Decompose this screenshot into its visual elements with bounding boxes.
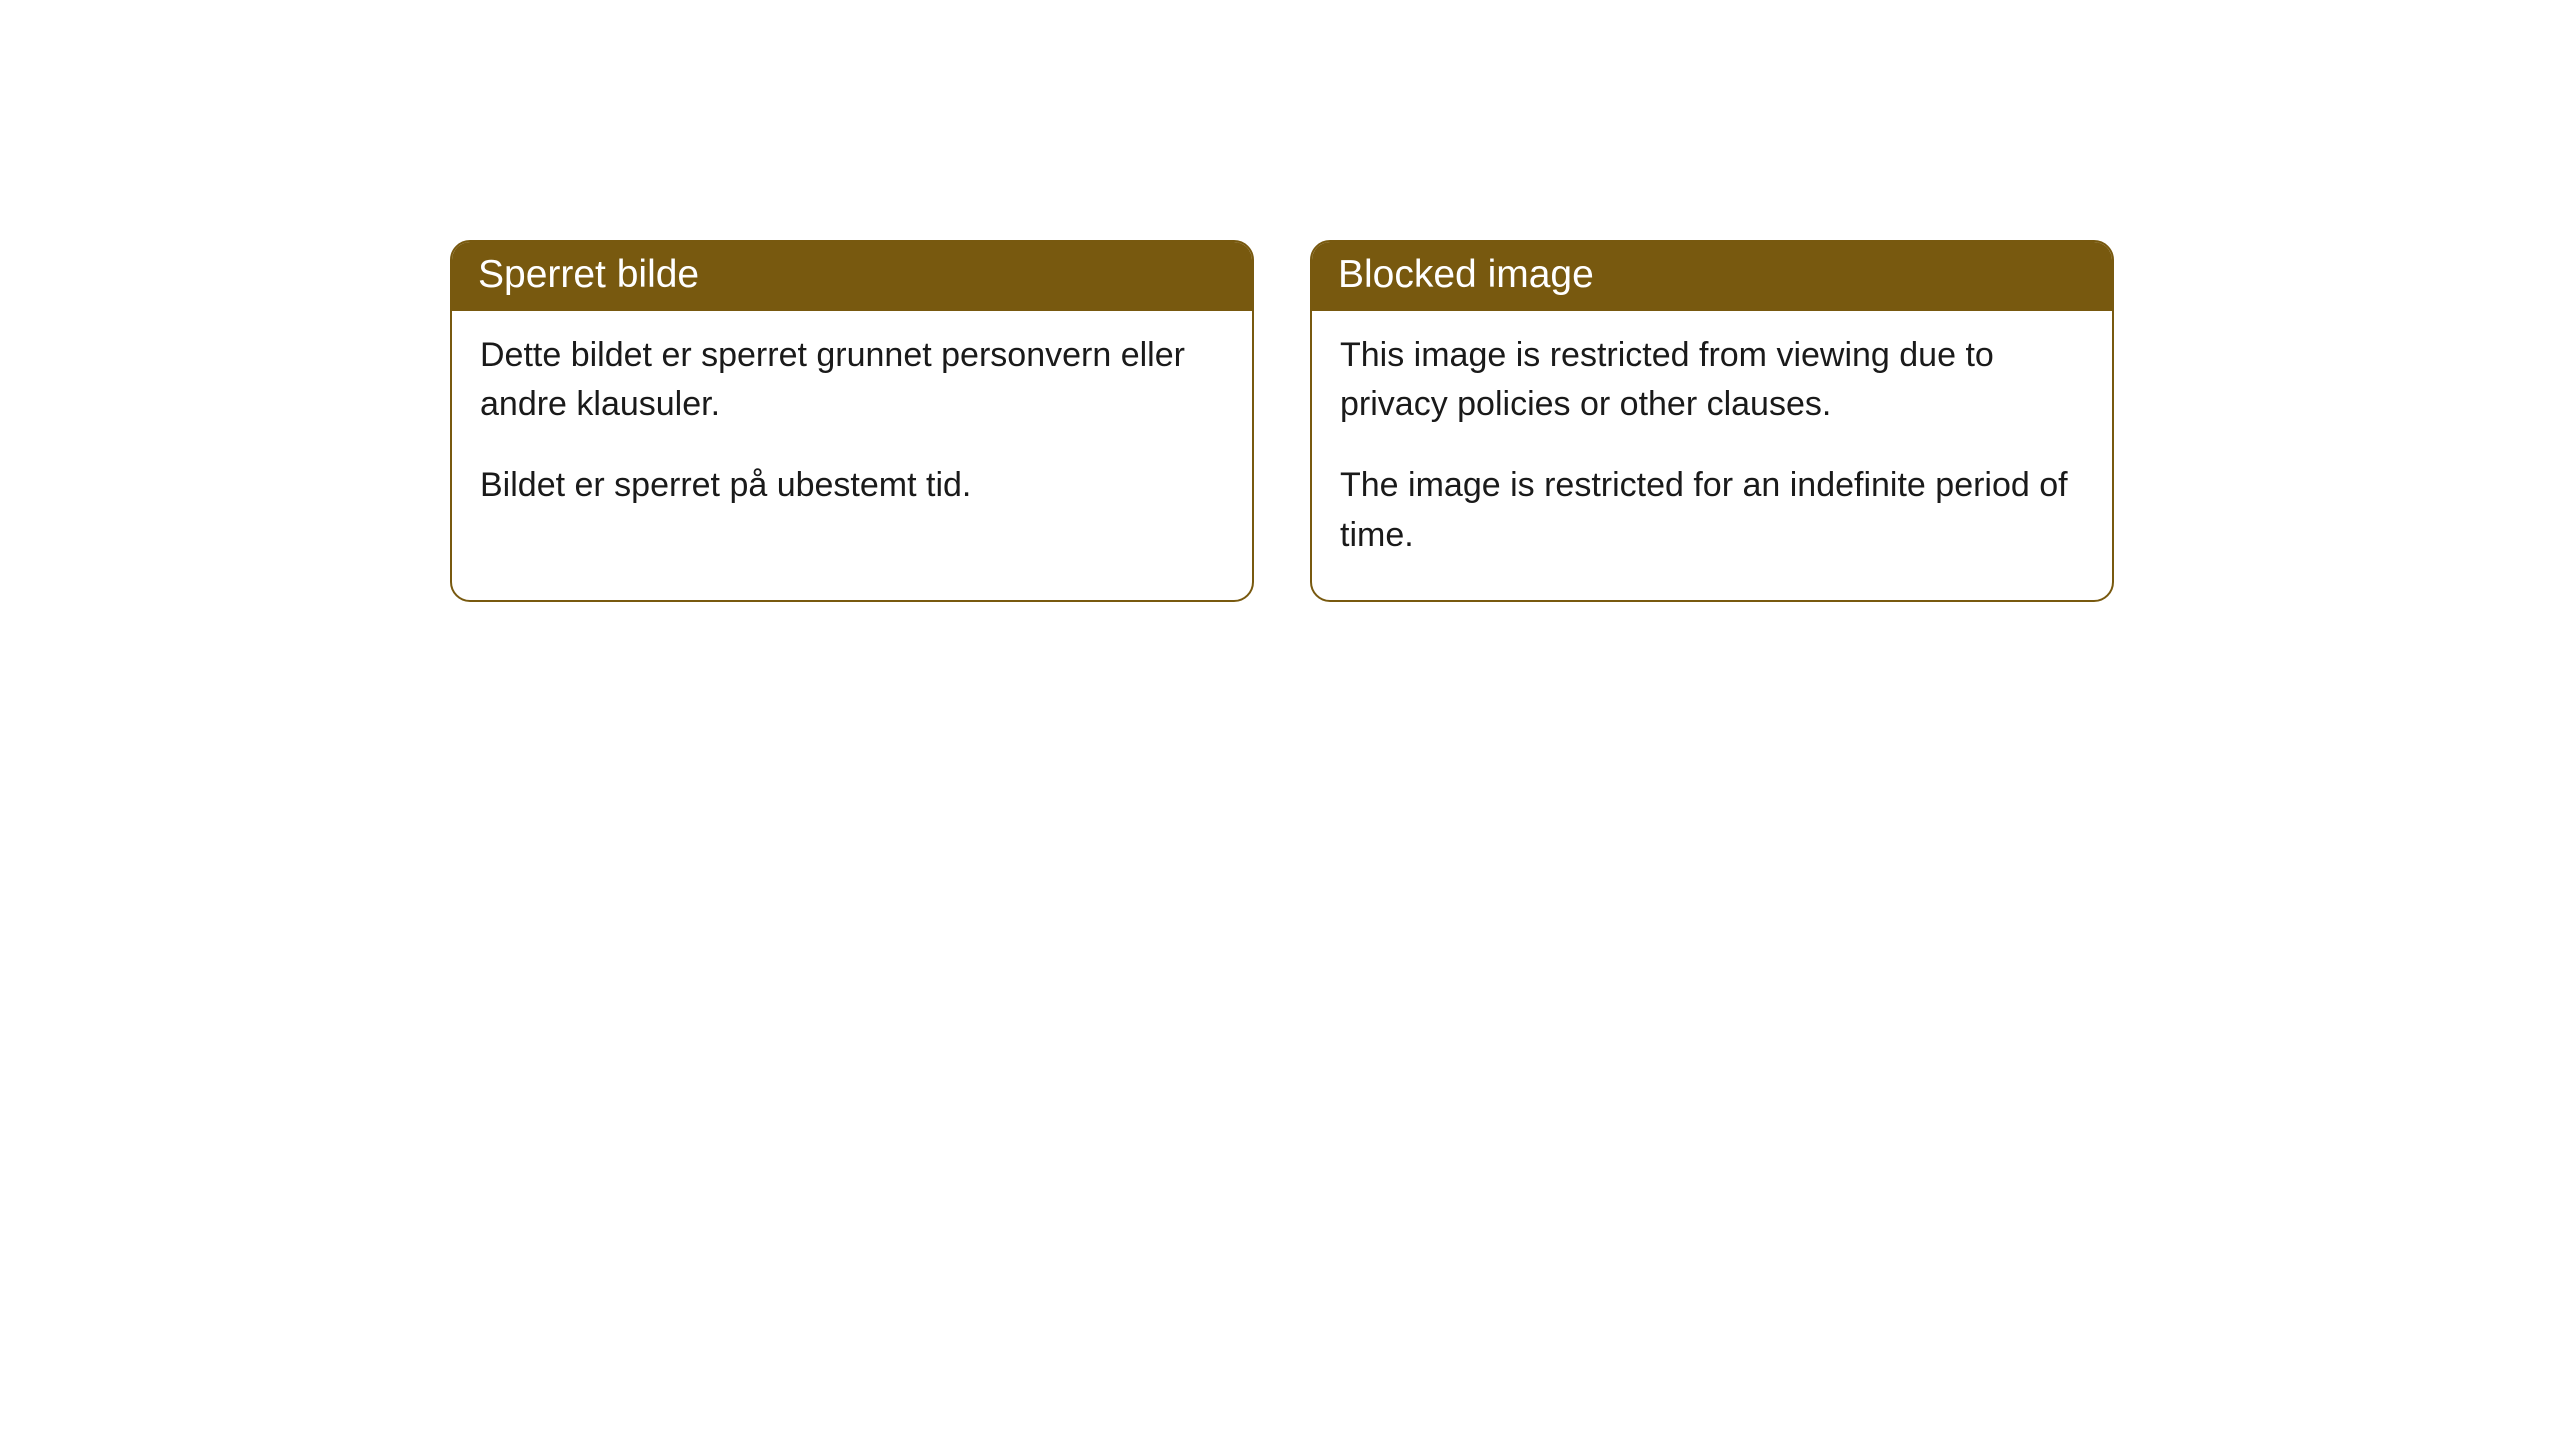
card-body-norwegian: Dette bildet er sperret grunnet personve… <box>452 311 1252 551</box>
card-body-english: This image is restricted from viewing du… <box>1312 311 2112 600</box>
card-title-norwegian: Sperret bilde <box>452 242 1252 311</box>
notice-cards-container: Sperret bilde Dette bildet er sperret gr… <box>0 0 2560 602</box>
notice-card-norwegian: Sperret bilde Dette bildet er sperret gr… <box>450 240 1254 602</box>
card-title-english: Blocked image <box>1312 242 2112 311</box>
card-paragraph: This image is restricted from viewing du… <box>1340 331 2084 430</box>
card-paragraph: The image is restricted for an indefinit… <box>1340 461 2084 560</box>
notice-card-english: Blocked image This image is restricted f… <box>1310 240 2114 602</box>
card-paragraph: Dette bildet er sperret grunnet personve… <box>480 331 1224 430</box>
card-paragraph: Bildet er sperret på ubestemt tid. <box>480 461 1224 510</box>
